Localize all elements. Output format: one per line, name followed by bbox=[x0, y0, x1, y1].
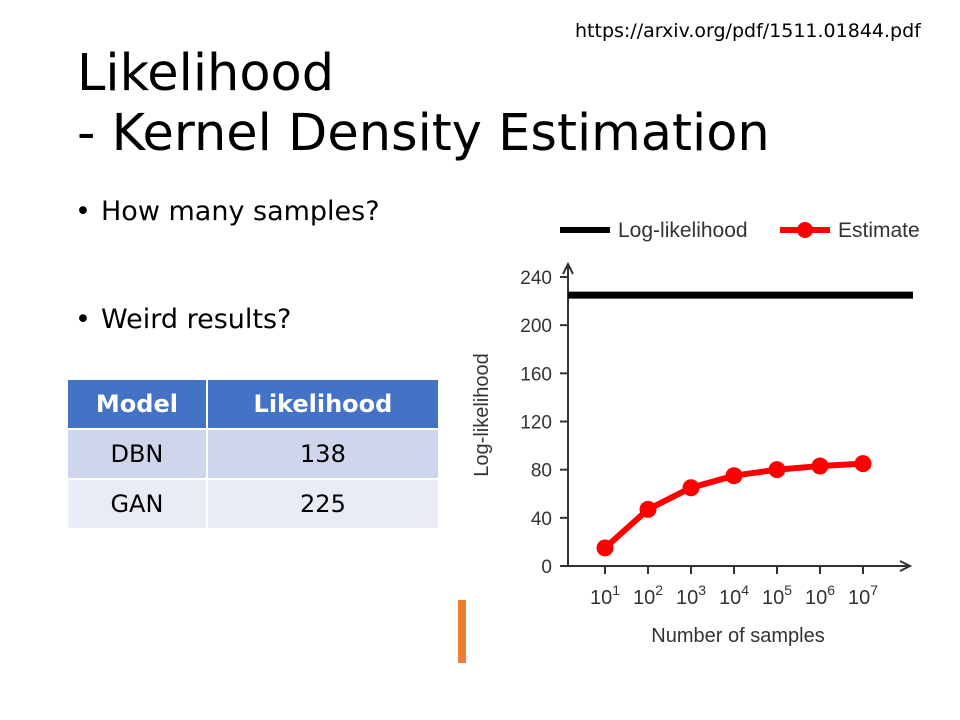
x-tick-label: 102 bbox=[633, 582, 663, 609]
y-tick-label: 0 bbox=[541, 557, 552, 578]
estimate-point bbox=[811, 457, 829, 475]
x-tick-label: 106 bbox=[805, 582, 835, 609]
title-line-2: - Kernel Density Estimation bbox=[77, 104, 770, 163]
estimate-point bbox=[682, 479, 700, 497]
likelihood-table: Model Likelihood DBN 138 GAN 225 bbox=[66, 378, 441, 530]
y-tick-label: 160 bbox=[520, 364, 552, 385]
x-tick-label: 101 bbox=[590, 582, 620, 609]
legend-label: Estimate bbox=[838, 219, 920, 242]
y-axis-label: Log-likelihood bbox=[471, 353, 493, 476]
x-tick-label: 103 bbox=[676, 582, 706, 609]
table-cell: 138 bbox=[205, 428, 441, 480]
chart-legend: Log-likelihood Estimate bbox=[560, 219, 920, 242]
estimate-point bbox=[725, 467, 743, 485]
bullet-dot: • bbox=[75, 304, 91, 335]
y-tick-label: 40 bbox=[531, 509, 552, 530]
x-axis-arrow bbox=[899, 560, 913, 572]
table-cell: DBN bbox=[66, 428, 208, 480]
estimate-point bbox=[639, 500, 657, 518]
title-line-1: Likelihood bbox=[77, 44, 335, 103]
table-cell: 225 bbox=[205, 478, 441, 530]
table-row: GAN 225 bbox=[66, 478, 441, 530]
legend-marker bbox=[797, 222, 813, 238]
bullet-dot: • bbox=[75, 196, 91, 227]
source-url[interactable]: https://arxiv.org/pdf/1511.01844.pdf bbox=[575, 20, 921, 42]
estimate-point bbox=[854, 455, 872, 473]
estimate-point bbox=[768, 461, 786, 479]
x-tick-label: 104 bbox=[719, 582, 749, 609]
table-header-cell: Likelihood bbox=[205, 378, 441, 430]
table-row: DBN 138 bbox=[66, 428, 441, 480]
bullet-text: Weird results? bbox=[101, 304, 292, 335]
bullet-list: • How many samples? • Weird results? bbox=[75, 196, 380, 412]
likelihood-chart: Log-likelihood Estimate Log-likelihood N… bbox=[471, 219, 920, 647]
x-tick-label: 105 bbox=[762, 582, 792, 609]
table-header-row: Model Likelihood bbox=[66, 378, 441, 430]
y-tick-label: 240 bbox=[520, 268, 552, 289]
y-tick-label: 80 bbox=[531, 461, 552, 482]
y-axis-arrow bbox=[562, 261, 574, 275]
bullet-item: • How many samples? bbox=[75, 196, 380, 304]
bullet-text: How many samples? bbox=[101, 196, 380, 227]
x-tick-label: 107 bbox=[848, 582, 878, 609]
table-header-cell: Model bbox=[66, 378, 208, 430]
estimate-point bbox=[596, 539, 614, 557]
legend-label: Log-likelihood bbox=[618, 219, 748, 242]
slide-title: Likelihood - Kernel Density Estimation bbox=[77, 44, 770, 164]
y-tick-label: 200 bbox=[520, 316, 552, 337]
bullet-item: • Weird results? bbox=[75, 304, 380, 412]
accent-bar bbox=[458, 600, 466, 663]
table-cell: GAN bbox=[66, 478, 208, 530]
y-tick-label: 120 bbox=[520, 413, 552, 434]
x-axis-label: Number of samples bbox=[651, 625, 824, 647]
